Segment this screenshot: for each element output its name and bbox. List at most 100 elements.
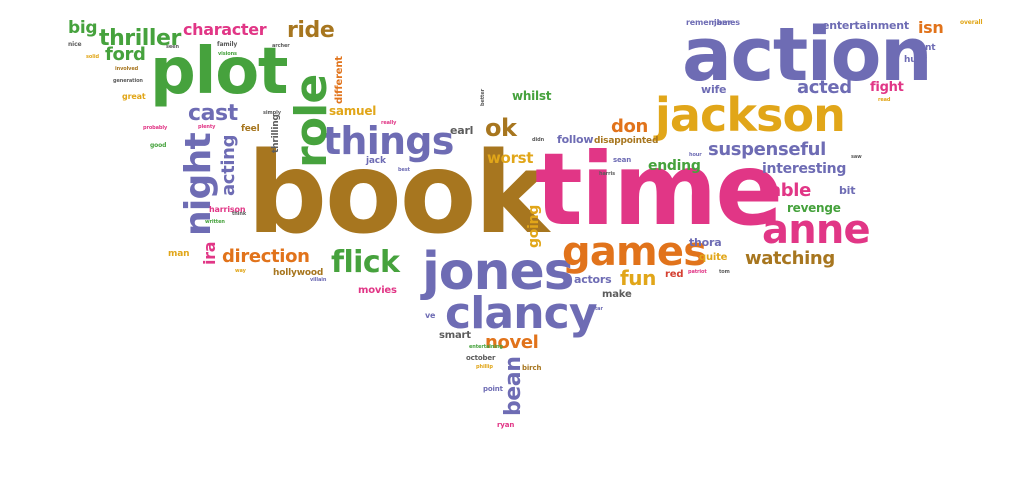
word-solid: solid: [86, 54, 99, 60]
word-seen: seen: [166, 44, 179, 50]
word-book: book: [247, 129, 549, 259]
word-character: character: [183, 20, 267, 39]
word-nice: nice: [68, 41, 82, 48]
word-point: point: [483, 385, 503, 393]
word-involved: involved: [115, 66, 139, 72]
word-actors: actors: [574, 273, 612, 286]
word-tom: tom: [719, 269, 730, 275]
word-great: great: [122, 92, 146, 101]
word-direction: direction: [222, 246, 310, 267]
word-really: really: [381, 120, 397, 126]
word-remember: remember: [686, 18, 732, 27]
word-harris: harris: [599, 171, 615, 177]
word-visions: visions: [218, 51, 237, 57]
word-ford: ford: [105, 44, 146, 65]
word-suspenseful: suspenseful: [708, 139, 826, 160]
word-ok: ok: [485, 114, 517, 142]
word-james: james: [714, 18, 740, 27]
word-october: october: [466, 354, 496, 362]
word-read: read: [878, 97, 891, 103]
word-harrison: harrison: [209, 205, 246, 214]
word-disappointed: disappointed: [594, 136, 659, 146]
word-acting: acting: [218, 134, 239, 196]
word-better: better: [480, 88, 486, 106]
word-acted: acted: [797, 77, 852, 98]
word-family: family: [217, 41, 238, 48]
word-earl: earl: [450, 124, 474, 137]
word-plenty: plenty: [198, 124, 216, 130]
word-think: think: [232, 211, 247, 217]
word-make: make: [602, 289, 632, 300]
word-entertaining: entertaining: [469, 344, 503, 350]
word-jack: jack: [366, 156, 386, 166]
word-patriot: patriot: [688, 269, 707, 275]
word-ending: ending: [648, 158, 701, 174]
word-games: games: [562, 229, 707, 275]
word-want: want: [911, 43, 936, 53]
word-sean: sean: [613, 156, 632, 164]
word-bit: bit: [839, 184, 856, 197]
word-probably: probably: [143, 125, 168, 131]
word-man: man: [168, 249, 190, 259]
word-birch: birch: [522, 364, 542, 372]
word-cast: cast: [188, 101, 238, 126]
word-jackson: jackson: [655, 88, 846, 142]
word-villain: villain: [310, 277, 327, 283]
word-ira: ira: [200, 241, 219, 265]
word-action: action: [682, 12, 933, 98]
word-different: different: [334, 56, 345, 104]
word-whilst: whilst: [512, 89, 552, 103]
word-way: way: [235, 268, 246, 274]
word-big: big: [68, 18, 98, 38]
word-thrilling: thrilling: [271, 114, 281, 153]
word-best: best: [398, 167, 410, 173]
word-saw: saw: [851, 154, 862, 160]
word-feel: feel: [241, 124, 260, 134]
word-isn: isn: [918, 18, 944, 37]
word-written: written: [205, 219, 225, 225]
word-worst: worst: [487, 149, 534, 167]
word-simply: simply: [263, 110, 281, 116]
word-movies: movies: [358, 285, 397, 296]
word-going: going: [526, 204, 542, 248]
word-thora: thora: [689, 236, 722, 249]
word-clancy: clancy: [445, 288, 598, 339]
word-overall: overall: [960, 19, 983, 26]
word-archer: archer: [272, 43, 290, 49]
word-generation: generation: [113, 78, 143, 84]
word-flick: flick: [331, 245, 400, 280]
word-novel: novel: [485, 332, 539, 353]
word-star: star: [592, 306, 603, 312]
word-plot: plot: [150, 35, 288, 109]
word-watching: watching: [745, 248, 835, 269]
word-quite: quite: [699, 252, 728, 263]
word-follow: follow: [557, 133, 594, 146]
word-able: able: [769, 180, 811, 201]
word-thriller: thriller: [99, 26, 181, 51]
word-entertainment: entertainment: [822, 19, 909, 32]
word-revenge: revenge: [787, 201, 841, 215]
word-smart: smart: [439, 330, 471, 341]
word-ride: ride: [287, 18, 335, 43]
word-hollywood: hollywood: [273, 268, 324, 278]
word-wife: wife: [701, 83, 727, 96]
word-red: red: [665, 269, 684, 280]
word-hunt: hunt: [904, 55, 927, 65]
word-didn: didn: [532, 137, 545, 143]
word-anne: anne: [762, 207, 871, 253]
word-jones: jones: [422, 242, 575, 302]
word-interesting: interesting: [762, 161, 847, 177]
word-ryan: ryan: [497, 421, 515, 429]
word-time: time: [535, 131, 783, 248]
word-phillip: phillip: [476, 364, 493, 370]
word-ve: ve: [425, 311, 436, 320]
word-hour: hour: [689, 152, 702, 158]
word-good: good: [150, 142, 167, 149]
word-samuel: samuel: [329, 104, 377, 118]
word-role: role: [286, 74, 337, 168]
word-don: don: [611, 116, 648, 137]
word-fun: fun: [620, 266, 656, 290]
word-fight: fight: [870, 80, 904, 95]
word-things: things: [323, 119, 454, 163]
